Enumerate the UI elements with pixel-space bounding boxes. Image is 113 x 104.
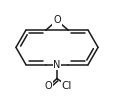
Text: N: N xyxy=(53,60,60,70)
Text: O: O xyxy=(53,15,60,25)
Text: Cl: Cl xyxy=(61,80,71,91)
Text: O: O xyxy=(44,81,52,91)
